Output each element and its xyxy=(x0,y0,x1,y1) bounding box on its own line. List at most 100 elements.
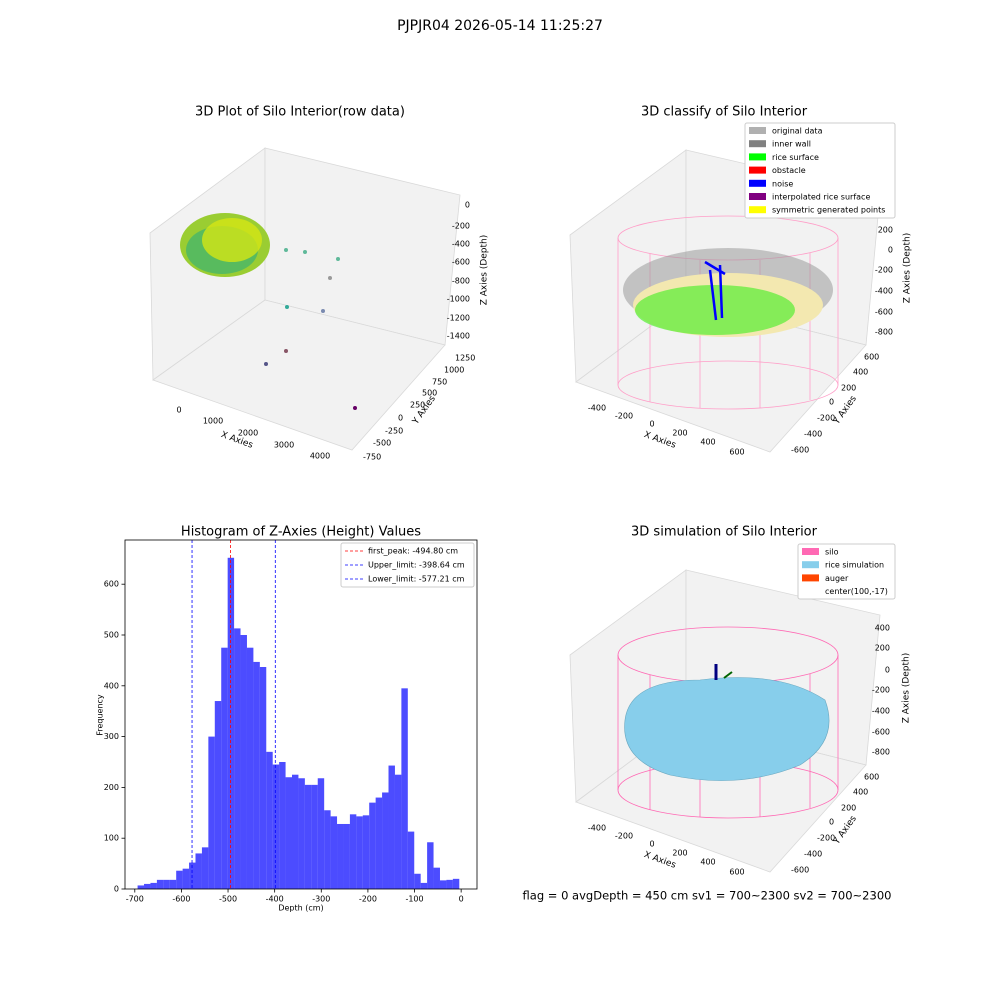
point-cloud xyxy=(202,218,262,262)
z-tick-label: 0 xyxy=(888,246,893,255)
z-axis-label: Z Axies (Depth) xyxy=(480,235,490,306)
y-tick-label: -200 xyxy=(817,834,835,843)
bar xyxy=(144,883,151,889)
y-tick-label: -200 xyxy=(817,414,835,423)
bar xyxy=(253,661,260,889)
x-tick-label: -300 xyxy=(312,895,330,904)
legend-label: center(100,-17) xyxy=(825,587,888,596)
z-tick-label: -1200 xyxy=(447,314,470,323)
legend-label: rice surface xyxy=(772,153,819,162)
bar xyxy=(388,765,395,889)
y-tick-label: 0 xyxy=(398,414,403,423)
x-tick-label: 400 xyxy=(700,438,715,447)
bar xyxy=(452,878,460,889)
x-tick-label: -100 xyxy=(405,895,423,904)
bar xyxy=(176,870,183,889)
legend-label: noise xyxy=(772,179,793,188)
legend-swatch xyxy=(802,548,819,555)
noise xyxy=(704,260,726,321)
x-tick-label: 0 xyxy=(176,406,181,415)
legend-swatch xyxy=(802,561,819,569)
legend-swatch xyxy=(749,153,766,161)
bar xyxy=(420,882,428,889)
bar xyxy=(317,778,325,889)
z-tick-label: 0 xyxy=(465,201,470,210)
y-tick-label: 250 xyxy=(410,401,425,410)
y-tick-label: 0 xyxy=(114,885,119,894)
y-tick-label: 0 xyxy=(829,398,834,407)
rice-simulation xyxy=(624,677,830,781)
y-tick-label: 300 xyxy=(104,732,119,741)
y-tick-label: 1000 xyxy=(444,366,464,375)
bar xyxy=(427,842,434,889)
legend-label: interpolated rice surface xyxy=(772,193,870,202)
bar xyxy=(311,784,318,889)
y-tick-label: 500 xyxy=(422,389,437,398)
x-tick-label: 0 xyxy=(459,895,464,904)
y-tick-label: 600 xyxy=(864,353,879,362)
bar xyxy=(208,736,215,889)
bar xyxy=(285,777,293,889)
y-axis-label: Y Axies xyxy=(831,814,859,847)
bar xyxy=(446,879,453,889)
x-tick-label: 0 xyxy=(649,840,654,849)
bar xyxy=(246,647,254,889)
legend-label: auger xyxy=(825,574,849,583)
bar xyxy=(330,816,338,889)
z-tick-label: -200 xyxy=(452,222,470,231)
bar xyxy=(356,816,363,889)
z-axis-label: Z Axies (Depth) xyxy=(902,653,912,724)
bar xyxy=(304,784,312,889)
legend-swatch xyxy=(749,206,766,214)
bar xyxy=(298,778,305,889)
z-tick-label: -200 xyxy=(875,266,893,275)
z-tick-label: 0 xyxy=(885,666,890,675)
bar xyxy=(414,873,421,889)
figure-title: PJPJR04 2026-05-14 11:25:27 xyxy=(397,18,603,34)
bar xyxy=(169,879,177,889)
bar xyxy=(150,882,157,889)
y-tick-label: 200 xyxy=(841,804,856,813)
y-tick-label: -600 xyxy=(791,866,809,875)
z-tick-label: -400 xyxy=(872,707,890,716)
x-tick-label: 600 xyxy=(729,868,744,877)
legend-label: rice simulation xyxy=(825,561,884,570)
y-axis-label: Frequency xyxy=(96,694,105,736)
pane xyxy=(152,299,446,451)
legend-swatch xyxy=(749,193,766,200)
y-tick-label: -400 xyxy=(804,430,822,439)
legend-box xyxy=(744,122,896,219)
y-tick-label: -400 xyxy=(804,850,822,859)
z-tick-label: -200 xyxy=(872,686,890,695)
bar xyxy=(240,634,247,889)
bar xyxy=(324,810,331,889)
x-tick-label: -400 xyxy=(266,895,284,904)
bar xyxy=(195,853,202,889)
z-tick-label: -800 xyxy=(872,748,890,757)
bar xyxy=(214,701,222,889)
bar xyxy=(163,879,170,889)
y-tick-label: 400 xyxy=(853,788,868,797)
x-tick-label: 2000 xyxy=(238,429,258,438)
bar xyxy=(272,764,280,889)
x-axis-label: Depth (cm) xyxy=(278,904,323,913)
chart-title: 3D classify of Silo Interior xyxy=(641,105,808,120)
z-tick-label: -600 xyxy=(452,258,470,267)
bar xyxy=(407,831,415,889)
x-tick-label: -600 xyxy=(172,895,190,904)
x-tick-label: 0 xyxy=(649,420,654,429)
y-tick-label: 750 xyxy=(432,378,447,387)
x-tick-label: 400 xyxy=(700,858,715,867)
y-tick-label: -600 xyxy=(791,446,809,455)
bar xyxy=(227,557,235,889)
legend-swatch xyxy=(749,166,766,174)
legend-label: first_peak: -494.80 cm xyxy=(368,547,458,556)
bar xyxy=(433,867,440,889)
footer: flag = 0 avgDepth = 450 cm sv1 = 700~230… xyxy=(523,889,892,903)
y-tick-label: -750 xyxy=(363,453,381,462)
bar xyxy=(156,879,164,889)
bar xyxy=(259,667,267,889)
x-tick-label: 3000 xyxy=(274,441,294,450)
y-tick-label: 0 xyxy=(829,818,834,827)
